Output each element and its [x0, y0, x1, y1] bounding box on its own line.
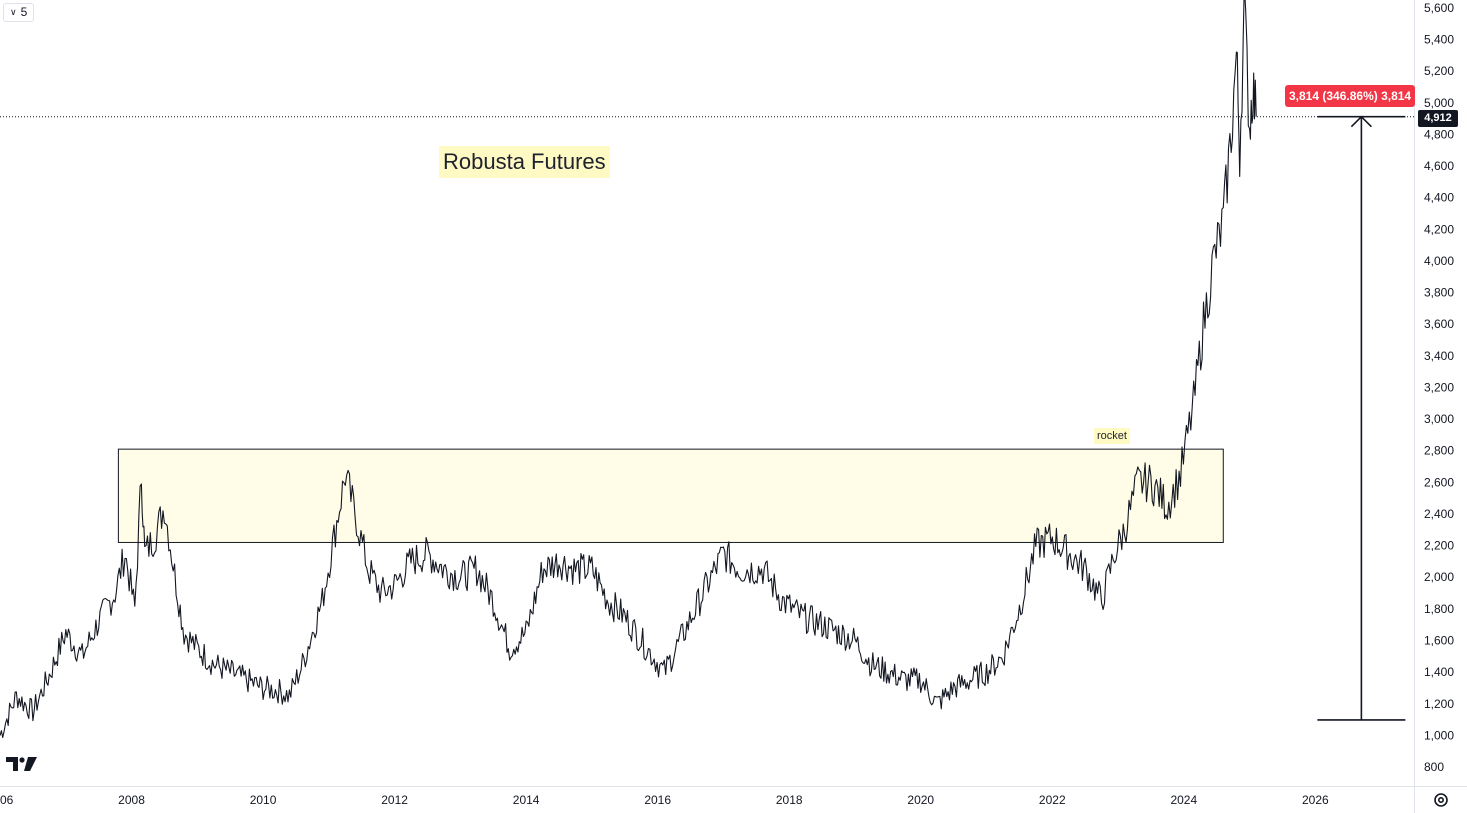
x-tick-label: 2026 — [1302, 793, 1329, 807]
x-tick-label: 2016 — [644, 793, 671, 807]
y-tick-label: 4,200 — [1424, 222, 1454, 236]
y-tick-label: 3,400 — [1424, 349, 1454, 363]
y-tick-label: 4,600 — [1424, 159, 1454, 173]
y-tick-label: 5,200 — [1424, 64, 1454, 78]
y-tick-label: 2,200 — [1424, 539, 1454, 553]
y-tick-label: 1,400 — [1424, 665, 1454, 679]
rocket-note[interactable]: rocket — [1094, 428, 1130, 444]
x-tick-label: 2010 — [250, 793, 277, 807]
measure-arrowhead — [1350, 115, 1372, 128]
y-tick-label: 3,600 — [1424, 317, 1454, 331]
chart-title-note[interactable]: Robusta Futures — [439, 146, 610, 178]
y-tick-label: 800 — [1424, 760, 1444, 774]
x-tick-label: 2014 — [513, 793, 540, 807]
interval-label: 5 — [20, 5, 28, 19]
price-series-line — [0, 0, 1257, 739]
gear-icon[interactable] — [1432, 791, 1450, 809]
x-tick-label: 2024 — [1170, 793, 1197, 807]
legend-collapse-button[interactable]: ∨ 5 — [3, 3, 35, 22]
y-tick-label: 2,600 — [1424, 475, 1454, 489]
y-tick-label: 1,800 — [1424, 602, 1454, 616]
y-tick-label: 4,400 — [1424, 191, 1454, 205]
y-tick-label: 4,000 — [1424, 254, 1454, 268]
y-tick-label: 3,800 — [1424, 286, 1454, 300]
y-tick-label: 5,400 — [1424, 33, 1454, 47]
consolidation-zone — [117, 448, 1224, 543]
x-tick-label: 2006 — [0, 793, 14, 807]
y-tick-label: 2,000 — [1424, 570, 1454, 584]
y-tick-label: 5,000 — [1424, 96, 1454, 110]
x-tick-label: 2012 — [381, 793, 408, 807]
x-tick-label: 2008 — [118, 793, 145, 807]
last-price-tag: 4,912 — [1418, 110, 1458, 127]
y-tick-label: 1,000 — [1424, 728, 1454, 742]
y-tick-label: 1,200 — [1424, 697, 1454, 711]
y-tick-label: 3,200 — [1424, 380, 1454, 394]
y-tick-label: 1,600 — [1424, 634, 1454, 648]
x-tick-label: 2018 — [776, 793, 803, 807]
x-tick-label: 2022 — [1039, 793, 1066, 807]
measure-label[interactable]: 3,814 (346.86%) 3,814 — [1285, 85, 1416, 107]
y-tick-label: 5,600 — [1424, 1, 1454, 15]
y-tick-label: 2,400 — [1424, 507, 1454, 521]
y-tick-label: 4,800 — [1424, 127, 1454, 141]
y-tick-label: 2,800 — [1424, 444, 1454, 458]
tradingview-logo-icon[interactable] — [6, 755, 38, 773]
chevron-down-icon: ∨ — [10, 7, 17, 17]
x-tick-label: 2020 — [907, 793, 934, 807]
y-tick-label: 3,000 — [1424, 412, 1454, 426]
